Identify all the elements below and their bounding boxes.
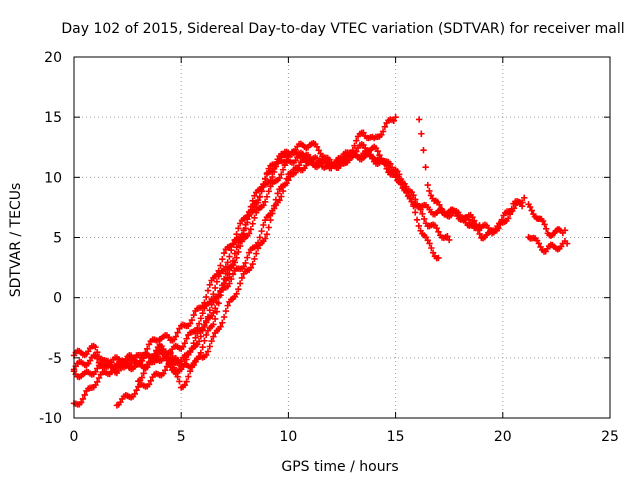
y-tick-label: 5 <box>53 231 62 247</box>
y-tick-label: 20 <box>44 50 62 66</box>
y-tick-label: 0 <box>53 291 62 307</box>
series-markers <box>525 201 569 239</box>
series-markers <box>135 150 292 391</box>
y-tick-label: 10 <box>44 170 62 186</box>
x-tick-label: 0 <box>70 429 79 445</box>
x-tick-label: 5 <box>177 429 186 445</box>
x-tick-label: 10 <box>279 429 297 445</box>
series-markers <box>415 116 485 232</box>
x-axis-label: GPS time / hours <box>281 459 398 475</box>
series-track-i <box>525 201 569 239</box>
series-track-j <box>525 233 571 255</box>
series-markers <box>525 233 571 255</box>
chart-title: Day 102 of 2015, Sidereal Day-to-day VTE… <box>61 21 624 37</box>
x-tick-label: 25 <box>601 429 619 445</box>
series-markers <box>461 198 526 242</box>
y-tick-label: 15 <box>44 110 62 126</box>
y-tick-label: -10 <box>39 411 62 427</box>
x-tick-label: 20 <box>494 429 512 445</box>
x-tick-label: 15 <box>387 429 405 445</box>
y-axis-label: SDTVAR / TECUs <box>8 183 24 298</box>
data-series <box>70 113 571 409</box>
series-track-e <box>113 156 314 409</box>
series-track-g <box>415 116 485 232</box>
series-track-f <box>135 150 292 391</box>
series-markers <box>113 156 314 409</box>
series-track-h <box>461 198 526 242</box>
y-tick-label: -5 <box>48 351 62 367</box>
ticks: 0 5 10 15 20 25 -10 -5 0 5 10 15 20 <box>39 50 619 445</box>
